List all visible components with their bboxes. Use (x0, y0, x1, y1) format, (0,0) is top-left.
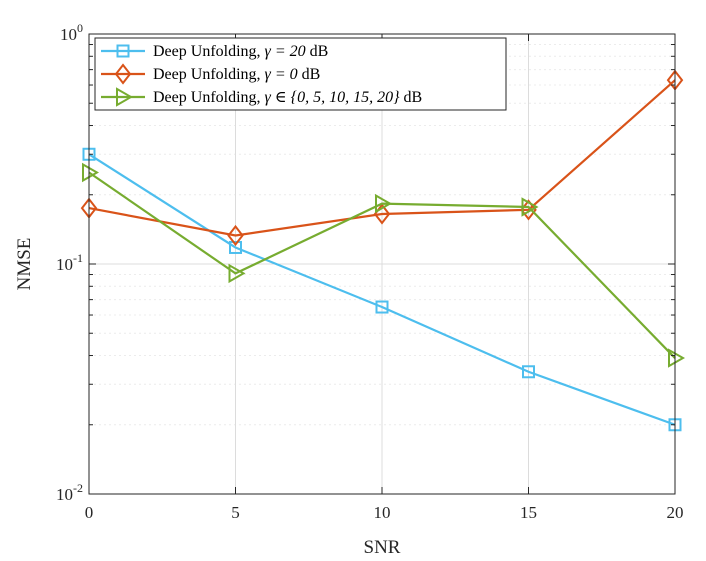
x-tick-label: 20 (667, 503, 684, 522)
series-1-point (522, 365, 535, 379)
y-tick-label: 10-1 (56, 251, 83, 274)
y-tick-base: 10 (56, 255, 73, 274)
legend-math: γ = 20 (265, 43, 306, 60)
series-2-point (227, 224, 244, 247)
x-tick-label: 10 (374, 503, 391, 522)
series-1-point (229, 240, 242, 254)
legend-entry: Deep Unfolding, γ = 20 dB (153, 43, 328, 60)
legend-prefix: Deep Unfolding, (153, 66, 265, 83)
legend-marker (114, 63, 132, 85)
legend-entry: Deep Unfolding, γ = 0 dB (153, 66, 320, 83)
legend-suffix: dB (298, 66, 321, 83)
grid (89, 34, 675, 494)
series-1-point (375, 300, 389, 314)
y-tick-label: 100 (60, 21, 83, 44)
legend-suffix: dB (306, 43, 329, 60)
series-3-point (521, 197, 539, 217)
legend-entry: Deep Unfolding, γ ∈ {0, 5, 10, 15, 20} d… (153, 89, 422, 106)
x-axis-title: SNR (364, 537, 401, 558)
series-3-line (88, 171, 676, 359)
y-tick-exponent: -2 (73, 481, 83, 495)
y-tick-exponent: 0 (77, 21, 83, 35)
legend-box (94, 37, 507, 111)
x-tick-labels: 0 5 10 15 20 (85, 503, 684, 522)
legend-prefix: Deep Unfolding, (153, 43, 265, 60)
tick-marks (88, 33, 676, 495)
y-tick-label: 10-2 (56, 481, 83, 504)
y-tick-exponent: -1 (73, 251, 83, 265)
y-tick-base: 10 (60, 25, 77, 44)
series-3-point (375, 193, 393, 214)
x-tick-label: 15 (520, 503, 537, 522)
x-tick-label: 0 (85, 503, 94, 522)
legend-marker (116, 44, 130, 58)
series-1-line (88, 153, 676, 426)
series-3 (82, 162, 686, 368)
series-3-point (228, 263, 246, 284)
legend-math: γ ∈ {0, 5, 10, 15, 20} (265, 89, 401, 106)
legend-marker (116, 87, 134, 107)
legend-prefix: Deep Unfolding, (153, 89, 265, 106)
series-3-point (668, 348, 686, 368)
legend-suffix: dB (399, 89, 422, 106)
y-axis-title: NMSE (14, 238, 35, 291)
legend-math: γ = 0 (265, 66, 298, 83)
x-tick-label: 5 (231, 503, 240, 522)
series-2-line (88, 79, 676, 237)
series-3-point (82, 162, 100, 183)
y-tick-base: 10 (56, 485, 73, 504)
